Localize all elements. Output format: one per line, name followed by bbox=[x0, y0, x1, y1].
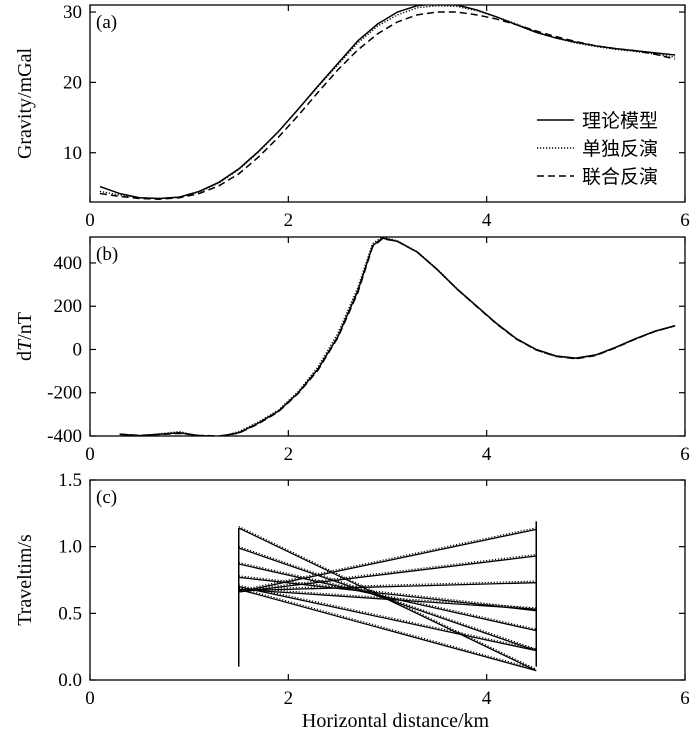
y-tick-label: 0.0 bbox=[58, 670, 82, 691]
x-tick-label: 4 bbox=[482, 444, 492, 465]
ray-theory bbox=[238, 586, 537, 652]
y-tick-label: -200 bbox=[47, 383, 82, 404]
ray-inversion bbox=[238, 525, 537, 670]
ray-theory bbox=[238, 528, 537, 593]
x-tick-label: 2 bbox=[284, 688, 294, 709]
y-axis-label: Traveltim/s bbox=[14, 534, 36, 626]
plot-area bbox=[119, 237, 676, 436]
axes-frame bbox=[89, 479, 686, 681]
panel-label: (c) bbox=[96, 487, 117, 508]
x-tick-label: 2 bbox=[284, 444, 294, 465]
y-tick-label: 0 bbox=[73, 339, 83, 360]
ray-theory bbox=[238, 576, 537, 612]
legend-label: 单独反演 bbox=[582, 138, 658, 160]
x-tick-label: 0 bbox=[85, 688, 95, 709]
x-tick-label: 6 bbox=[680, 688, 690, 709]
ray-theory bbox=[238, 555, 537, 593]
x-tick-label: 0 bbox=[85, 210, 95, 231]
ray-theory bbox=[238, 588, 537, 610]
y-tick-label: 400 bbox=[54, 253, 83, 274]
panel-b: 0 2 4 6 -400 -200 0 200 400 dT/nT (b) bbox=[14, 236, 690, 465]
panel-label: (a) bbox=[96, 12, 117, 33]
axes-frame bbox=[89, 4, 686, 203]
ray-theory bbox=[238, 582, 537, 592]
y-axis-label: Gravity/mGal bbox=[14, 48, 36, 160]
y-tick-label: 0.5 bbox=[58, 603, 82, 624]
x-tick-label: 6 bbox=[680, 444, 690, 465]
plot-area bbox=[99, 5, 676, 200]
ray-theory bbox=[238, 588, 537, 672]
legend-label: 理论模型 bbox=[582, 110, 658, 132]
legend-label: 联合反演 bbox=[582, 166, 658, 188]
y-tick-label: 1.5 bbox=[58, 470, 82, 491]
series-line-dashed bbox=[119, 237, 676, 436]
ray-inversion bbox=[238, 527, 537, 592]
series-line-dotted bbox=[119, 237, 676, 436]
x-tick-label: 6 bbox=[680, 210, 690, 231]
ray-theory bbox=[238, 563, 537, 632]
y-tick-label: 1.0 bbox=[58, 537, 82, 558]
ray-inversion bbox=[238, 575, 537, 610]
x-axis-label: Horizontal distance/km bbox=[302, 710, 490, 732]
y-tick-label: 20 bbox=[63, 72, 82, 93]
ray-inversion bbox=[238, 587, 537, 670]
y-tick-label: 30 bbox=[63, 2, 82, 23]
ray-inversion bbox=[238, 584, 537, 650]
x-tick-label: 4 bbox=[482, 688, 492, 709]
y-tick-label: -400 bbox=[47, 426, 82, 447]
panel-label: (b) bbox=[96, 244, 118, 265]
ray-inversion bbox=[238, 553, 537, 592]
series-line-dashed bbox=[99, 11, 676, 200]
y-tick-label: 10 bbox=[63, 143, 82, 164]
x-tick-label: 4 bbox=[482, 210, 492, 231]
series-line-dotted bbox=[99, 5, 676, 200]
y-tick-label: 200 bbox=[54, 296, 83, 317]
axes-frame bbox=[89, 236, 686, 437]
plot-area bbox=[238, 521, 537, 672]
x-tick-label: 0 bbox=[85, 444, 95, 465]
x-tick-label: 2 bbox=[284, 210, 294, 231]
panel-c: 0 2 4 6 0.0 0.5 1.0 1.5 Traveltim/s (c) Horizontal… bbox=[14, 470, 690, 732]
series-line-solid bbox=[119, 237, 676, 436]
y-axis-label: dT/nT bbox=[14, 312, 36, 361]
